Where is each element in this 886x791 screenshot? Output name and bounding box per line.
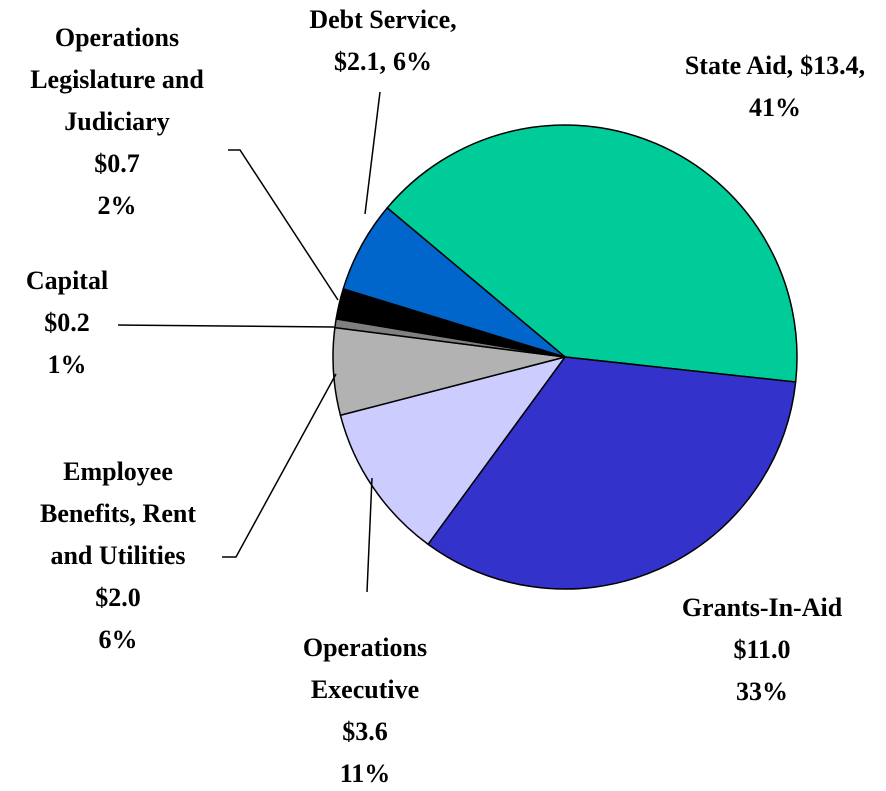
leader-line: [117, 324, 335, 328]
slice-label: 6%: [99, 625, 138, 654]
label-part: 33%: [736, 677, 788, 706]
slice-label: Capital: [26, 266, 108, 295]
label-part: Operations: [55, 23, 179, 52]
pie-slice: [426, 356, 797, 590]
slice-label: 41%: [749, 93, 801, 122]
label-part: 1%: [48, 350, 87, 379]
slice-label: Debt Service,: [309, 5, 456, 34]
label-part: 11%: [340, 759, 391, 788]
slice-label: 1%: [48, 350, 87, 379]
slice-label: 2%: [98, 191, 137, 220]
slice-label: $2.0: [95, 583, 141, 612]
label-part: $0.7: [94, 149, 140, 178]
label-part: Judiciary: [64, 107, 169, 136]
label-part: 6%: [99, 625, 138, 654]
label-part: 6%: [393, 47, 432, 76]
pie-slice: [386, 124, 798, 383]
label-part: Employee: [63, 457, 173, 486]
slice-label: 11%: [340, 759, 391, 788]
pie-slice: [339, 355, 567, 546]
slice-label: $11.0: [733, 635, 790, 664]
label-part: $11.0: [733, 635, 790, 664]
slice-label: Operations: [55, 23, 179, 52]
leader-line: [222, 373, 337, 558]
slice-label: and Utilities: [50, 541, 185, 570]
label-part: 41%: [749, 93, 801, 122]
slice-label: Executive: [311, 675, 419, 704]
slice-label: $2.1, 6%: [334, 47, 432, 76]
label-part: Legislature and: [30, 65, 204, 94]
leader-line: [228, 149, 339, 301]
slice-label: Benefits, Rent: [40, 499, 196, 528]
label-part: $3.6: [342, 717, 388, 746]
label-part: $2.1,: [334, 47, 386, 76]
slice-label: Grants-In-Aid: [682, 593, 843, 622]
label-part: $13.4,: [800, 51, 865, 80]
label-part: Grants-In-Aid: [682, 593, 843, 622]
label-part: Capital: [26, 266, 108, 295]
pie: [332, 124, 798, 590]
slice-label: $3.6: [342, 717, 388, 746]
slice-label: Operations: [303, 633, 427, 662]
slice-label: Legislature and: [30, 65, 204, 94]
label-part: $2.0: [95, 583, 141, 612]
slice-label: 33%: [736, 677, 788, 706]
label-part: 2%: [98, 191, 137, 220]
label-part: $0.2: [44, 308, 90, 337]
slice-label: $0.2: [44, 308, 90, 337]
label-part: and Utilities: [50, 541, 185, 570]
slice-label: $0.7: [94, 149, 140, 178]
label-part: Benefits, Rent: [40, 499, 196, 528]
slice-label: Employee: [63, 457, 173, 486]
leader-line: [364, 91, 381, 215]
slice-label: Judiciary: [64, 107, 169, 136]
slice-label: State Aid, $13.4,: [685, 51, 865, 80]
label-part: State Aid,: [685, 51, 793, 80]
pie-slice: [342, 206, 566, 358]
label-part: Debt Service,: [309, 5, 456, 34]
label-part: Operations: [303, 633, 427, 662]
label-part: Executive: [311, 675, 419, 704]
leader-line: [366, 477, 373, 593]
